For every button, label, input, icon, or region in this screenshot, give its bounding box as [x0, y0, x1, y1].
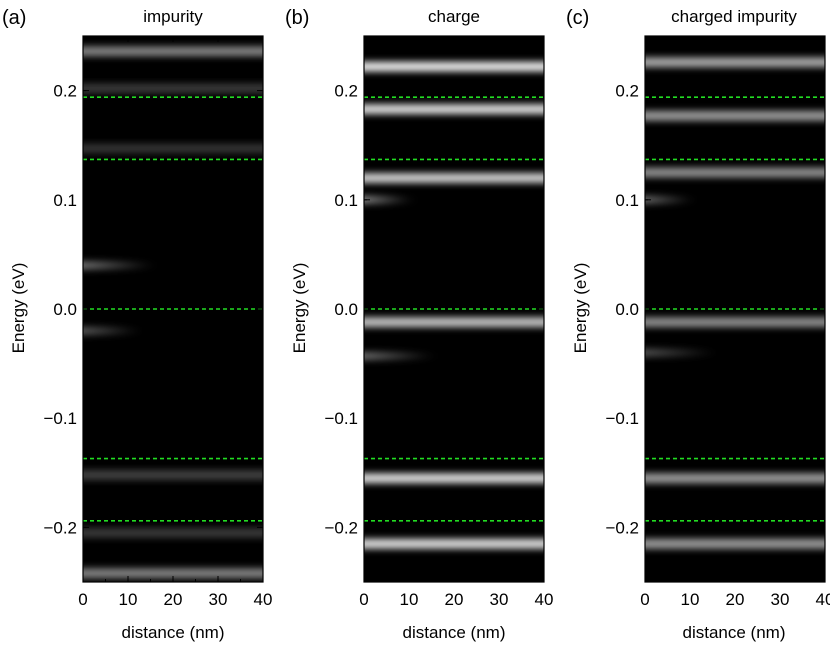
y-tick-label: 0.1 — [334, 191, 358, 210]
y-axis-label-a: Energy (eV) — [9, 263, 28, 354]
energy-band — [83, 143, 263, 154]
plot-area-a: −0.2 −0.1 0.0 0.1 0.2 0 10 20 30 40 — [43, 35, 273, 609]
heatmap-band-layer — [364, 61, 544, 549]
y-tick-label: 0.2 — [334, 82, 358, 101]
panel-label-b: (b) — [285, 7, 309, 29]
y-axis-label-c: Energy (eV) — [571, 263, 590, 354]
panel-title-b: charge — [428, 7, 480, 26]
y-tick-label: 0.0 — [615, 300, 639, 319]
energy-band — [645, 538, 825, 549]
energy-band — [645, 195, 694, 204]
panel-title-a: impurity — [143, 7, 203, 26]
panel-label-c: (c) — [566, 7, 589, 29]
energy-band — [645, 167, 825, 178]
x-tick-label: 0 — [359, 590, 368, 609]
energy-band — [645, 348, 717, 357]
y-tick-label: −0.1 — [43, 409, 77, 428]
x-tick-label: 20 — [164, 590, 183, 609]
heatmap-bands — [645, 57, 825, 549]
heatmap-band-layer — [645, 57, 825, 549]
y-tick-label: −0.2 — [605, 518, 639, 537]
x-axis-label-c: distance (nm) — [683, 623, 786, 642]
energy-band — [645, 57, 825, 68]
x-axis-label-a: distance (nm) — [122, 623, 225, 642]
energy-band — [645, 110, 825, 121]
energy-band — [364, 473, 544, 484]
energy-band — [364, 538, 544, 549]
y-tick-label: −0.2 — [43, 518, 77, 537]
plot-area-b: −0.2 −0.1 0.0 0.1 0.2 0 10 20 30 40 — [324, 35, 554, 609]
panel-a: (a) impurity Energy (eV) distance (nm) −… — [2, 7, 273, 642]
x-axis-label-b: distance (nm) — [403, 623, 506, 642]
panel-c: (c) charged impurity Energy (eV) distanc… — [566, 7, 830, 642]
energy-band — [83, 469, 263, 480]
x-tick-label: 20 — [726, 590, 745, 609]
energy-band — [83, 527, 263, 538]
energy-band — [364, 104, 544, 115]
x-tick-label: 10 — [119, 590, 138, 609]
energy-band — [83, 83, 263, 94]
x-tick-label: 10 — [681, 590, 700, 609]
panel-title-c: charged impurity — [671, 7, 797, 26]
x-tick-label: 40 — [816, 590, 830, 609]
x-tick-label: 40 — [535, 590, 554, 609]
energy-band — [364, 195, 413, 204]
energy-band — [645, 473, 825, 484]
heatmap-background — [364, 36, 544, 582]
energy-band — [364, 317, 544, 328]
x-tick-label: 30 — [490, 590, 509, 609]
y-tick-label: −0.1 — [605, 409, 639, 428]
energy-band — [83, 261, 155, 270]
x-tick-label: 40 — [254, 590, 273, 609]
y-tick-label: 0.2 — [53, 82, 77, 101]
energy-band — [364, 61, 544, 72]
y-tick-label: 0.2 — [615, 82, 639, 101]
heatmap-bands — [83, 46, 263, 579]
y-tick-label: 0.0 — [53, 300, 77, 319]
energy-band — [364, 172, 544, 183]
heatmap-background — [83, 36, 263, 582]
panel-b: (b) charge Energy (eV) distance (nm) −0.… — [285, 7, 554, 642]
heatmap-bands — [364, 61, 544, 549]
x-tick-label: 30 — [771, 590, 790, 609]
y-tick-label: −0.1 — [324, 409, 358, 428]
energy-band — [645, 317, 825, 328]
y-tick-label: −0.2 — [324, 518, 358, 537]
x-tick-label: 10 — [400, 590, 419, 609]
x-tick-label: 0 — [78, 590, 87, 609]
plot-area-c: −0.2 −0.1 0.0 0.1 0.2 0 10 20 30 40 — [605, 35, 830, 609]
energy-band — [83, 46, 263, 57]
panel-label-a: (a) — [2, 7, 26, 29]
y-axis-label-b: Energy (eV) — [290, 263, 309, 354]
energy-band — [364, 351, 436, 360]
energy-band — [83, 568, 263, 579]
energy-band — [83, 326, 141, 335]
y-tick-label: 0.1 — [615, 191, 639, 210]
y-tick-label: 0.1 — [53, 191, 77, 210]
x-tick-label: 30 — [209, 590, 228, 609]
heatmap-band-layer — [83, 46, 263, 579]
x-tick-label: 20 — [445, 590, 464, 609]
y-tick-label: 0.0 — [334, 300, 358, 319]
x-tick-label: 0 — [640, 590, 649, 609]
